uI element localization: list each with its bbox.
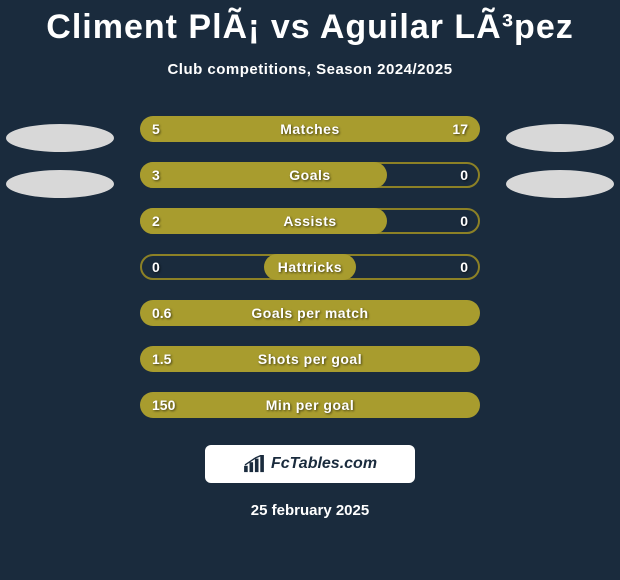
bars-icon <box>243 455 265 473</box>
stat-row: Assists2 0 <box>0 208 620 234</box>
right-player-ellipse <box>506 124 614 152</box>
stat-value-left: 2 <box>152 208 160 234</box>
page-title: Climent PlÃ¡ vs Aguilar LÃ³pez <box>0 0 620 47</box>
logo-text: FcTables.com <box>271 455 377 473</box>
comparison-chart: Matches517Goals30Assists20Hattricks00Goa… <box>0 116 620 418</box>
stat-value-right: 0 <box>460 162 468 188</box>
stat-row: Goals per match0.6 <box>0 300 620 326</box>
stat-label: Goals per match <box>140 300 480 326</box>
left-player-ellipse <box>6 124 114 152</box>
stat-label: Assists <box>140 208 480 234</box>
stat-row: Min per goal150 <box>0 392 620 418</box>
date-label: 25 february 2025 <box>0 502 620 519</box>
stat-value-right: 0 <box>460 208 468 234</box>
stat-value-left: 0.6 <box>152 300 171 326</box>
stat-value-left: 3 <box>152 162 160 188</box>
stat-value-left: 0 <box>152 254 160 280</box>
stat-label: Matches <box>140 116 480 142</box>
right-player-ellipse <box>506 170 614 198</box>
stat-label: Shots per goal <box>140 346 480 372</box>
fctables-logo: FcTables.com <box>205 445 415 483</box>
stat-value-left: 150 <box>152 392 175 418</box>
stat-value-right: 0 <box>460 254 468 280</box>
stat-value-right: 17 <box>452 116 468 142</box>
stat-label: Min per goal <box>140 392 480 418</box>
stat-row: Shots per goal1.5 <box>0 346 620 372</box>
stat-value-left: 5 <box>152 116 160 142</box>
subtitle: Club competitions, Season 2024/2025 <box>0 61 620 78</box>
stat-value-left: 1.5 <box>152 346 171 372</box>
left-player-ellipse <box>6 170 114 198</box>
stat-label: Hattricks <box>140 254 480 280</box>
stat-label: Goals <box>140 162 480 188</box>
stat-row: Hattricks0 0 <box>0 254 620 280</box>
